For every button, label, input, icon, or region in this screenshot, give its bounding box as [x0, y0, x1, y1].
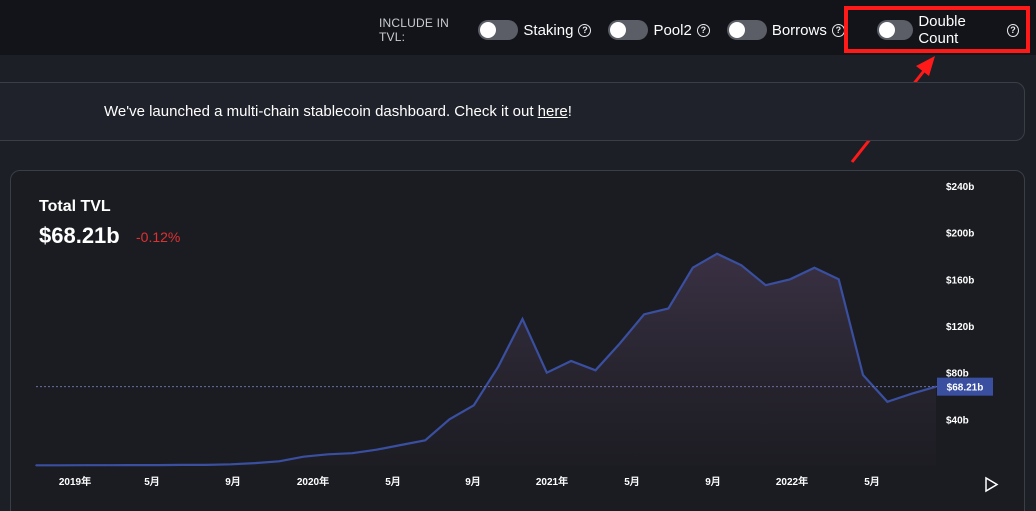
- tvl-settings: INCLUDE IN TVL: Staking ? Pool2 ? Borrow…: [379, 13, 1036, 47]
- staking-toggle-item: Staking ?: [478, 20, 592, 40]
- data-point: [910, 392, 913, 395]
- banner-link[interactable]: here: [537, 103, 568, 120]
- data-point: [764, 284, 767, 286]
- question-circle-icon[interactable]: ?: [696, 23, 710, 37]
- data-point: [716, 252, 718, 255]
- data-point: [667, 307, 670, 310]
- pool2-toggle-item: Pool2 ?: [608, 20, 710, 40]
- data-point: [813, 266, 816, 269]
- chart-title: Total TVL: [39, 198, 111, 215]
- banner-suffix: !: [567, 103, 572, 120]
- data-point: [886, 401, 889, 403]
- data-point: [692, 266, 694, 269]
- x-tick-label: 5月: [144, 476, 160, 488]
- data-point: [132, 464, 135, 466]
- data-point: [156, 464, 159, 466]
- data-point: [35, 464, 37, 467]
- data-point: [205, 464, 208, 466]
- x-tick-label: 5月: [624, 476, 640, 488]
- banner-text: We've launched a multi-chain stablecoin …: [104, 103, 572, 120]
- data-point: [254, 462, 256, 464]
- play-icon[interactable]: [985, 476, 999, 493]
- include-in-tvl-label: INCLUDE IN TVL:: [379, 16, 450, 44]
- data-point: [59, 464, 62, 467]
- data-point: [351, 452, 354, 455]
- x-tick-label: 2020年: [297, 475, 329, 488]
- x-tick-label: 9月: [465, 476, 481, 488]
- y-tick-label: $200b: [946, 229, 974, 240]
- y-tick-label: $240b: [946, 182, 974, 193]
- total-tvl-value: $68.21b: [39, 223, 120, 248]
- question-circle-icon[interactable]: ?: [578, 23, 592, 37]
- data-point: [424, 439, 427, 442]
- switch-knob: [728, 22, 745, 38]
- data-point: [302, 455, 305, 458]
- y-tick-label: $160b: [946, 275, 974, 286]
- y-tick-label: $40b: [946, 415, 969, 426]
- pool2-label[interactable]: Pool2: [653, 21, 692, 39]
- data-point: [448, 418, 451, 421]
- data-point: [570, 360, 572, 362]
- top-bar: INCLUDE IN TVL: Staking ? Pool2 ? Borrow…: [0, 0, 1036, 55]
- announcement-banner: We've launched a multi-chain stablecoin …: [0, 82, 1025, 141]
- data-point: [619, 342, 621, 345]
- data-point: [229, 463, 232, 466]
- data-point: [862, 374, 864, 376]
- current-value-tag-bg: [937, 377, 993, 396]
- data-point: [546, 371, 548, 374]
- borrows-switch[interactable]: [726, 20, 767, 40]
- double-count-toggle-item: Double Count ?: [876, 13, 1019, 47]
- highlight-box: [844, 6, 1030, 53]
- borrows-toggle-item: Borrows ?: [726, 20, 845, 40]
- data-point: [181, 464, 183, 466]
- double-count-switch[interactable]: [876, 20, 914, 40]
- staking-label[interactable]: Staking: [523, 21, 574, 39]
- tvl-change: -0.12%: [136, 229, 181, 245]
- arrow-head: [916, 56, 935, 76]
- data-point: [521, 318, 524, 320]
- data-point: [594, 369, 597, 372]
- banner-message: We've launched a multi-chain stablecoin …: [104, 103, 538, 120]
- x-tick-label: 2019年: [59, 475, 91, 488]
- tvl-series-line: [36, 252, 937, 467]
- borrows-label[interactable]: Borrows: [771, 21, 827, 39]
- switch-knob: [610, 22, 627, 38]
- x-tick-label: 5月: [385, 476, 401, 488]
- current-value-tag: $68.21b: [947, 383, 984, 394]
- data-point: [108, 464, 110, 467]
- staking-switch[interactable]: [478, 20, 519, 40]
- question-circle-icon[interactable]: ?: [1006, 23, 1019, 37]
- data-point: [327, 453, 329, 456]
- tvl-chart-card: Total TVL $68.21b -0.12% $240b $200b $160b…: [10, 170, 1025, 511]
- data-point: [740, 264, 743, 267]
- data-point: [400, 444, 402, 446]
- question-circle-icon[interactable]: ?: [831, 23, 845, 37]
- data-point: [837, 278, 840, 281]
- x-tick-label: 9月: [225, 476, 241, 488]
- y-tick-label: $120b: [946, 322, 974, 333]
- switch-knob: [878, 22, 895, 38]
- tvl-area: [36, 253, 936, 466]
- x-tick-label: 9月: [705, 476, 721, 488]
- x-tick-label: 2022年: [776, 475, 808, 488]
- x-tick-label: 2021年: [536, 475, 568, 488]
- data-point: [473, 404, 475, 407]
- data-point: [83, 464, 86, 467]
- data-point: [278, 460, 281, 463]
- switch-knob: [480, 22, 497, 38]
- data-point: [643, 313, 645, 316]
- double-count-label[interactable]: Double Count: [918, 13, 966, 47]
- data-point: [375, 448, 378, 451]
- data-point: [497, 366, 500, 368]
- y-tick-label: $80b: [946, 369, 969, 380]
- tvl-chart[interactable]: $240b $200b $160b $120b $80b $40b 2019年 5月 9月 202…: [11, 171, 1025, 511]
- pool2-switch[interactable]: [608, 20, 649, 40]
- data-point: [789, 278, 791, 281]
- x-tick-label: 5月: [864, 476, 880, 488]
